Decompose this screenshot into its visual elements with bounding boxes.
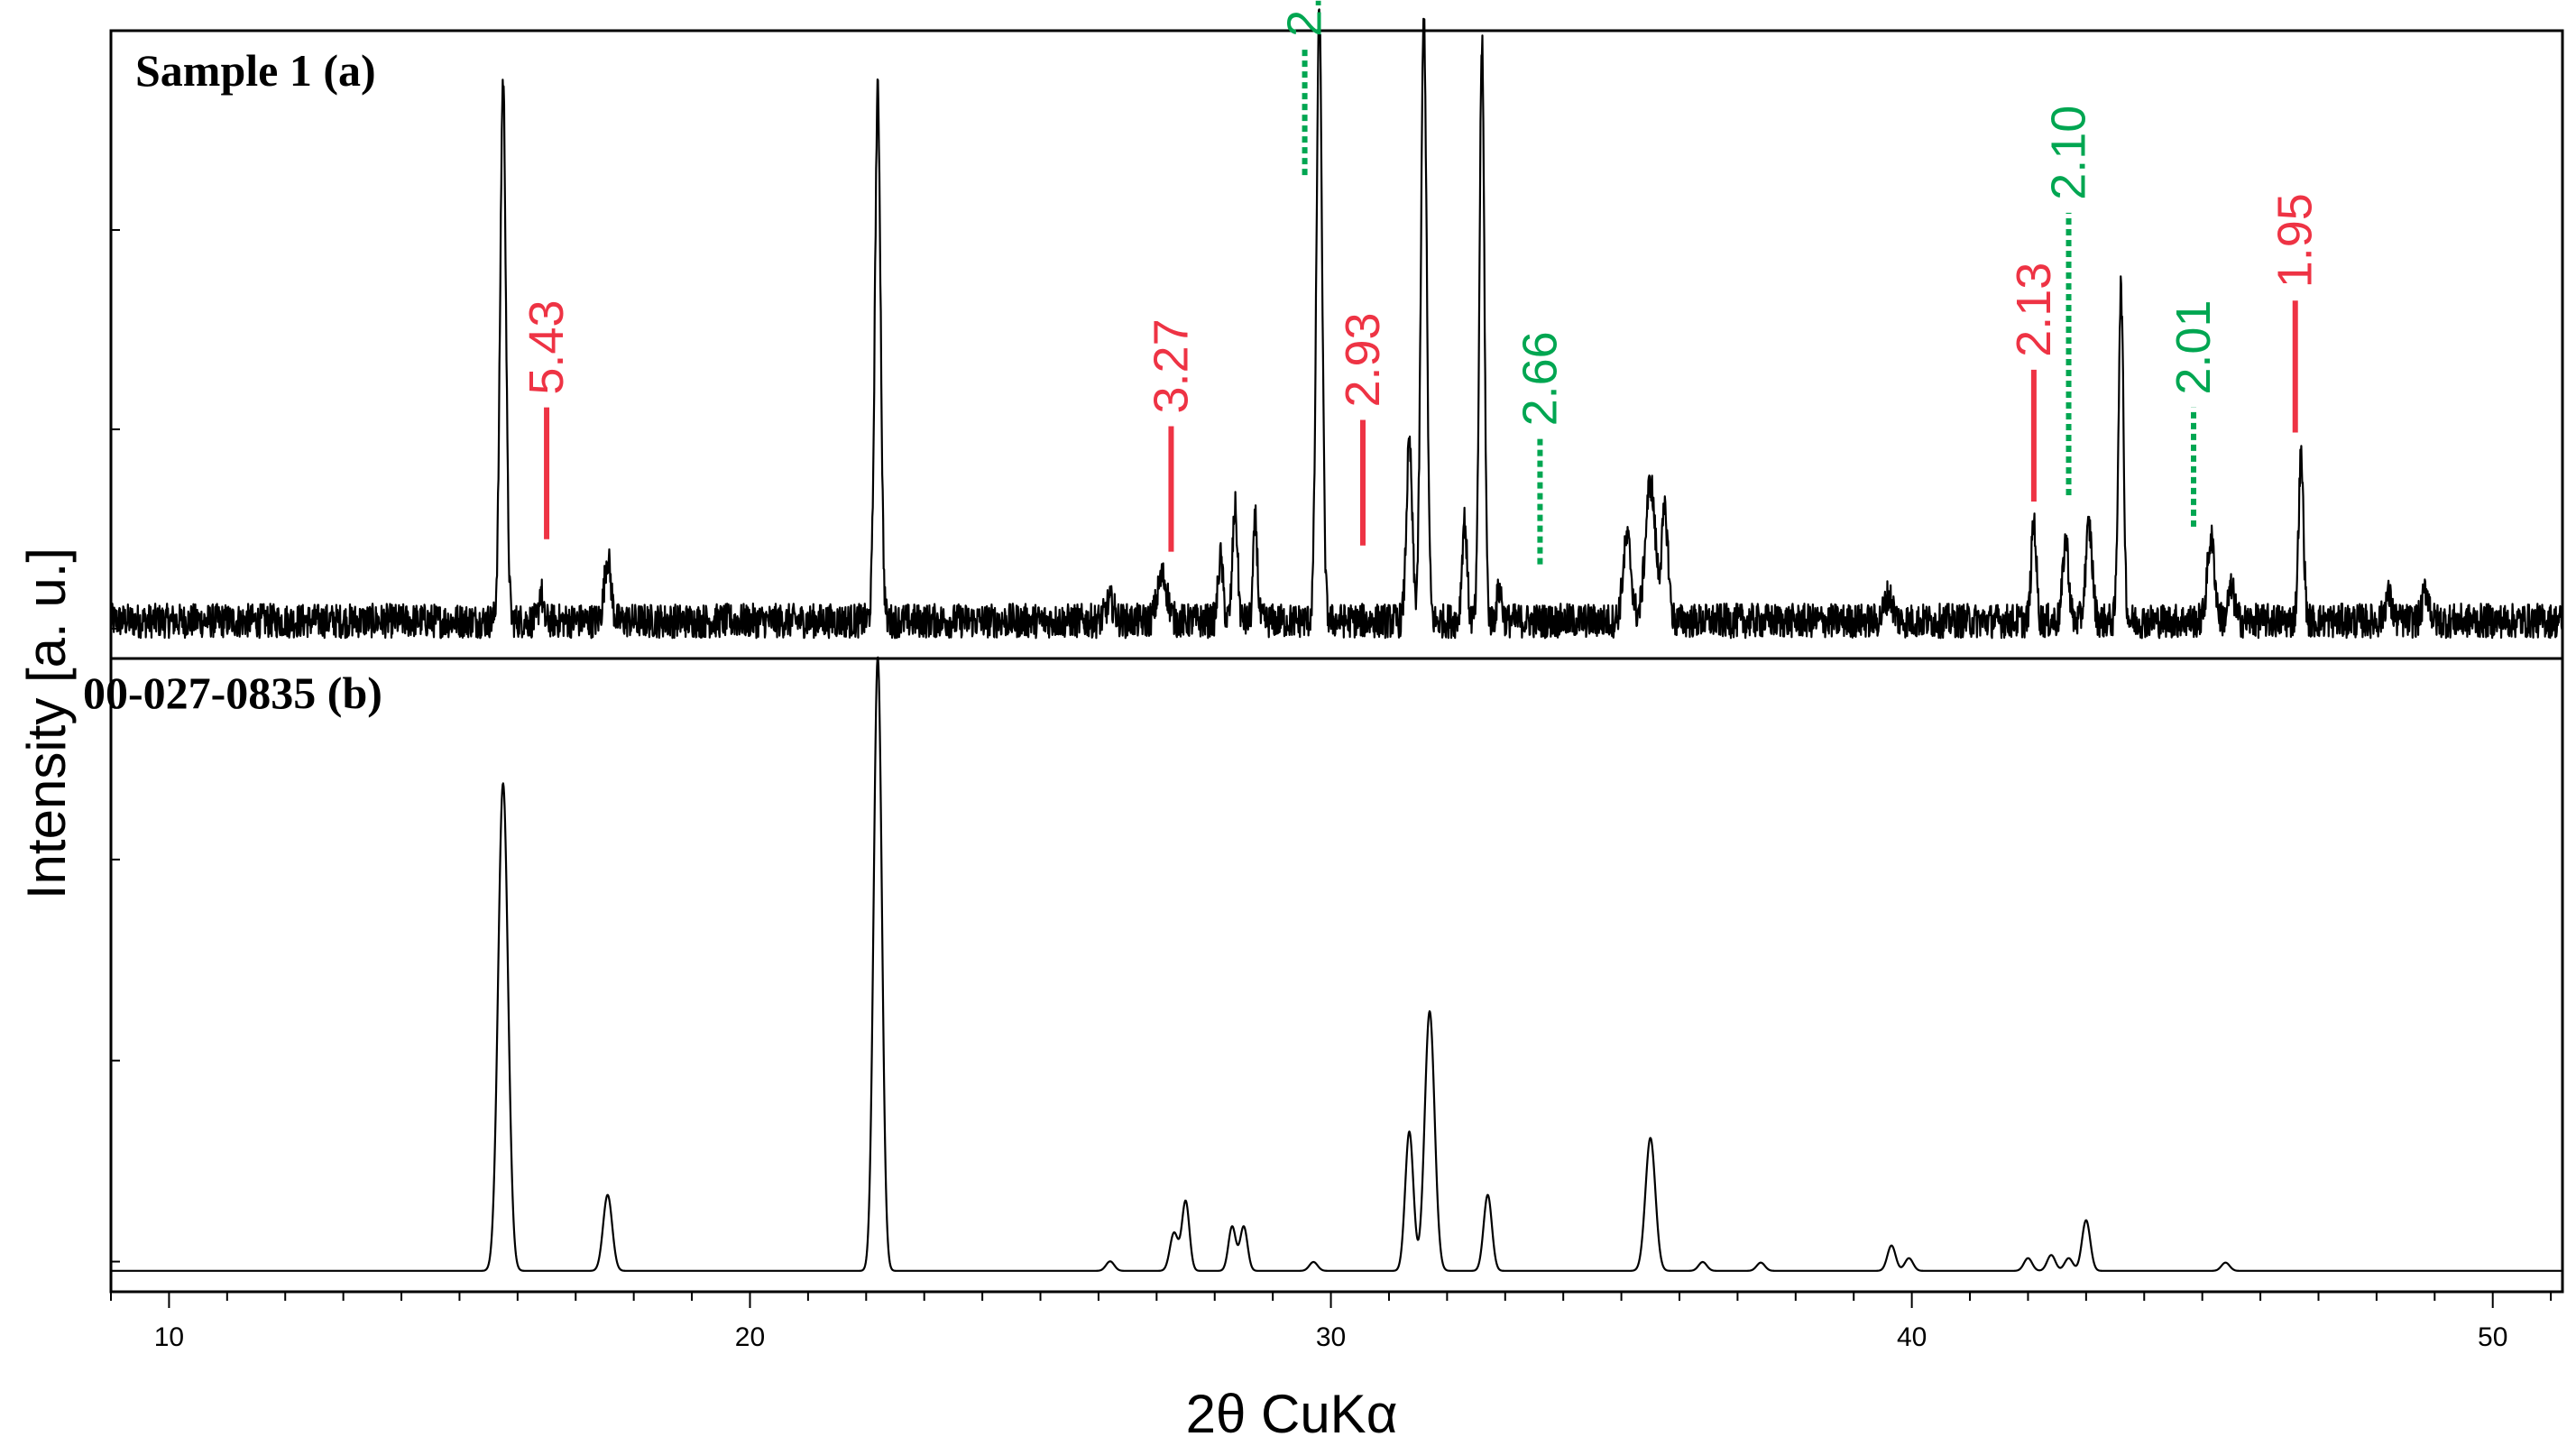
annotation-label: 3.27 — [1144, 318, 1198, 413]
x-tick-label: 40 — [1897, 1322, 1927, 1352]
panel-b — [109, 656, 2564, 1294]
pattern-a-line — [109, 8, 2564, 640]
pattern-b-line — [110, 656, 2563, 1272]
x-tick-label: 10 — [154, 1322, 184, 1352]
panel-a-label: Sample 1 (a) — [135, 45, 376, 96]
annotation-label: 2.66 — [1513, 331, 1567, 426]
panel-b-frame — [109, 657, 2564, 1294]
panels — [109, 8, 2564, 1294]
annotation-label: 2.13 — [2007, 262, 2061, 357]
annotation-label: 2.98 — [1278, 0, 1332, 37]
panel-b-label: 00-027-0835 (b) — [83, 668, 382, 718]
annotation-label: 1.95 — [2268, 193, 2323, 288]
annotation-label: 5.43 — [520, 299, 574, 394]
x-tick-label: 50 — [2478, 1322, 2507, 1352]
x-axis: 10 20 30 40 50 — [110, 1292, 2553, 1352]
x-axis-title: 2θ CuKα — [1186, 1384, 1398, 1444]
y-axis-title: Intensity [a. u.] — [16, 548, 77, 899]
annotations: 5.43 3.27 2.98 2.93 2.66 2.13 2.10 2.01 1.95 — [520, 0, 2323, 565]
x-tick-label: 20 — [735, 1322, 765, 1352]
annotation-label: 2.93 — [1336, 312, 1390, 407]
annotation-label: 2.10 — [2042, 106, 2096, 200]
x-tick-label: 30 — [1316, 1322, 1346, 1352]
annotation-label: 2.01 — [2167, 299, 2221, 394]
